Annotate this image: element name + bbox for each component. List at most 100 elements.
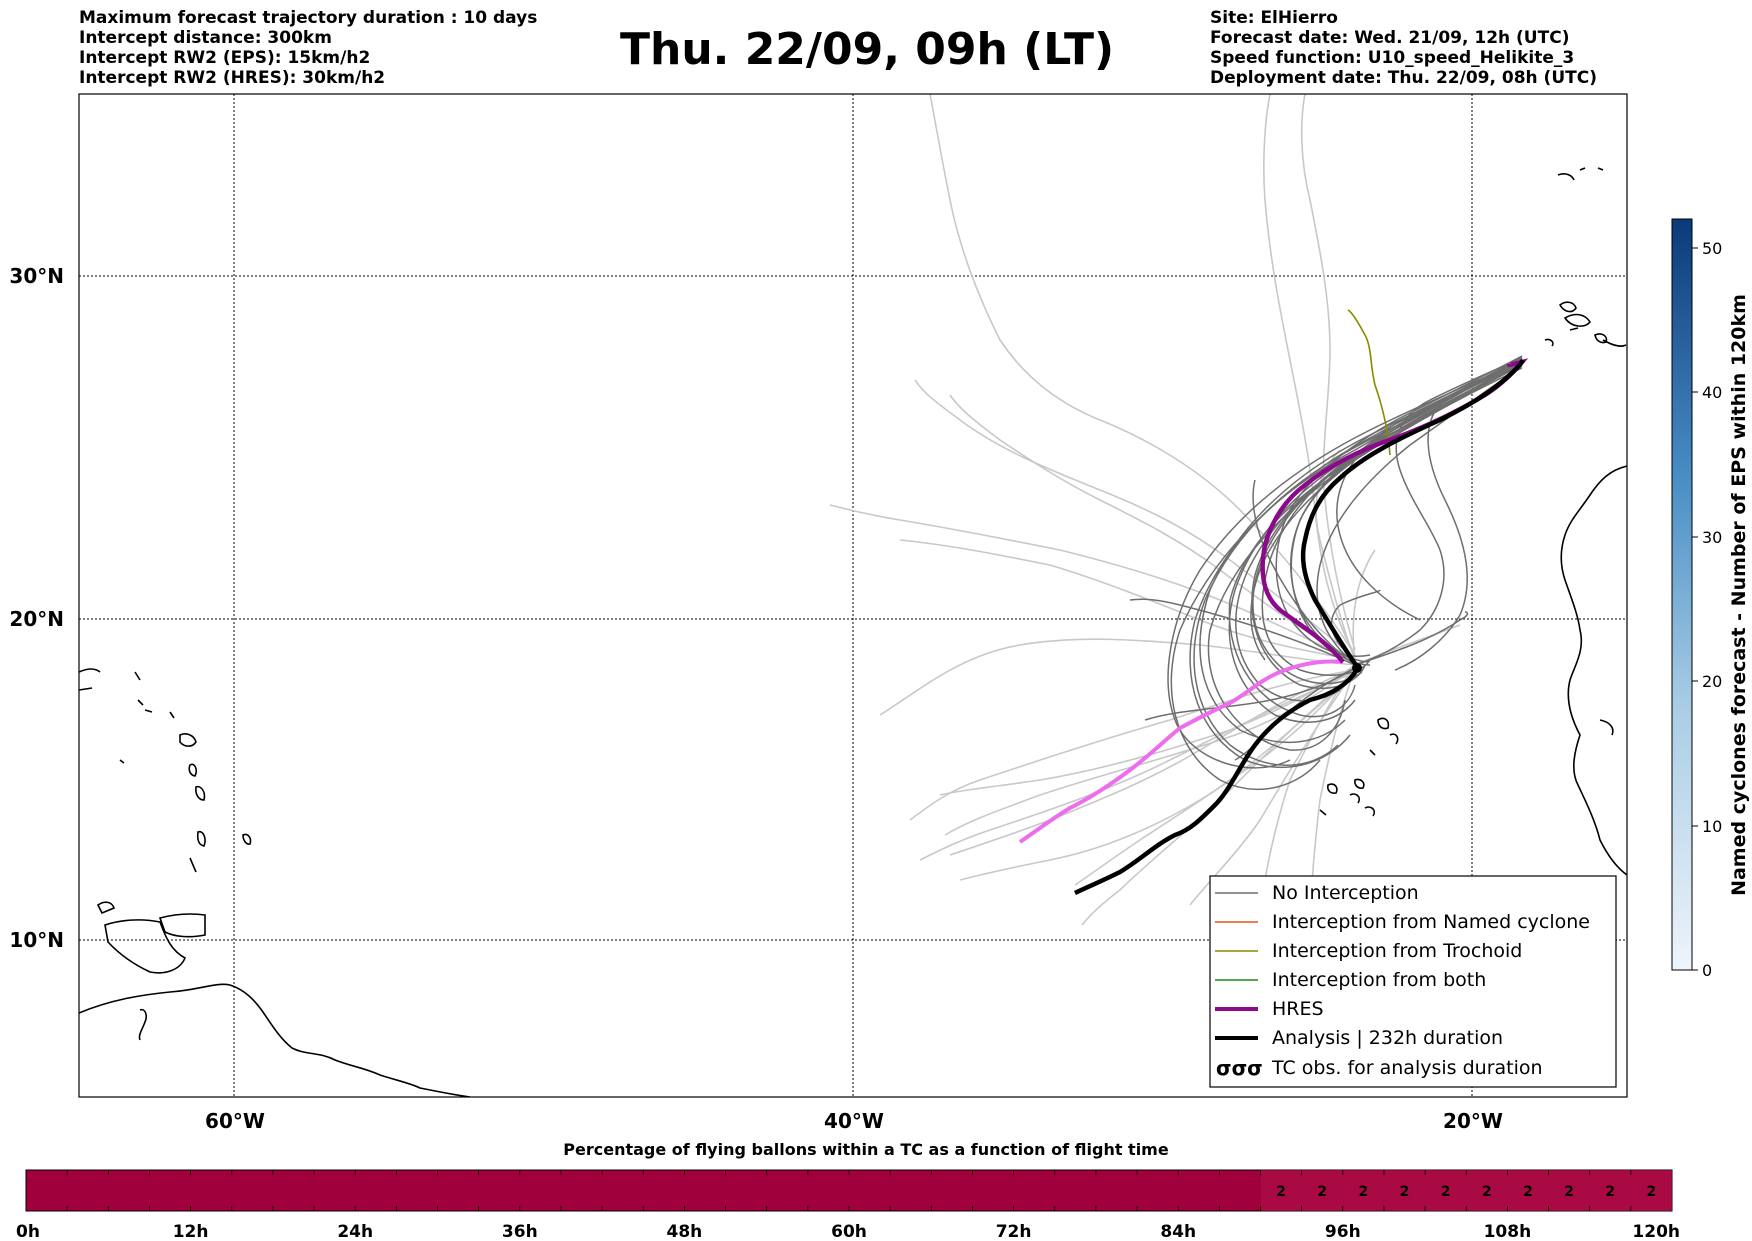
island-antilles-5 (144, 709, 153, 713)
header-left-line-2: Intercept distance: 300km (79, 28, 332, 48)
island-la-gomera (1544, 338, 1554, 347)
legend-label-named-cyclone: Interception from Named cyclone (1272, 911, 1590, 933)
lon-label-60w: 60°W (205, 1109, 265, 1133)
timebar-minor-ticks (66, 1170, 1632, 1211)
trajectory-light (829, 504, 1356, 663)
timebar-cell-value: 2 (1564, 1184, 1574, 1200)
timebar-tick-label: 36h (502, 1222, 538, 1241)
axis-labels: 30°N 20°N 10°N 60°W 40°W 20°W (9, 264, 1503, 1133)
trajectory-no-interception (1289, 356, 1523, 663)
legend-label-analysis: Analysis | 232h duration (1272, 1027, 1503, 1049)
island-fogo (1319, 809, 1327, 816)
timebar-tick-label: 24h (337, 1222, 373, 1241)
colorbar-tick-30: 30 (1702, 528, 1722, 547)
trajectory-no-interception (1167, 359, 1523, 769)
timebar-cell-value: 2 (1276, 1184, 1286, 1200)
island-porto-santo (1579, 167, 1586, 171)
trajectory-no-interception (1252, 479, 1356, 666)
timebar-tick-label: 96h (1325, 1222, 1361, 1241)
colorbar-tick-50: 50 (1702, 239, 1722, 258)
map-frame (78, 93, 1628, 1098)
trajectory-no-interception (1144, 667, 1356, 721)
timebar-tick-label: 108h (1484, 1222, 1532, 1241)
island-antilles-7 (119, 759, 125, 764)
colorbar-tick-20: 20 (1702, 672, 1722, 691)
header-right-line-3: Speed function: U10_speed_Helikite_3 (1210, 48, 1575, 68)
island-santiago (1364, 806, 1376, 817)
island-el-hierro (1569, 327, 1579, 331)
island-st-vincent (189, 857, 197, 873)
trajectory-light (949, 394, 1356, 661)
timebar-tick-label: 72h (996, 1222, 1032, 1241)
hres-trajectory-light (1018, 659, 1344, 844)
trajectory-no-interception (1199, 359, 1523, 743)
island-guadeloupe (179, 733, 197, 747)
header-left-line-1: Maximum forecast trajectory duration : 1… (79, 8, 538, 28)
trajectory-light (939, 664, 1356, 796)
page-title: Thu. 22/09, 09h (LT) (620, 24, 1115, 75)
trajectory-light (919, 671, 1356, 861)
island-antilles-2 (79, 687, 93, 691)
timebar-cell-value: 2 (1359, 1184, 1369, 1200)
legend: No Interception Interception from Named … (1209, 875, 1617, 1088)
legend-swatch-tc-obs: σσσ (1216, 1056, 1263, 1080)
island-martinique (195, 785, 206, 801)
island-sal (1327, 783, 1338, 794)
map-content (79, 94, 1627, 1097)
trajectory-trochoid (1347, 309, 1391, 456)
timebar-cell-value: 2 (1400, 1184, 1410, 1200)
trajectory-no-interception (1207, 367, 1523, 751)
legend-box (1209, 875, 1617, 1088)
colorbar: 0 10 20 30 40 50 Named cyclones forecast… (1671, 218, 1750, 980)
island-desertas (1597, 167, 1604, 171)
trajectory-no-interception (1193, 359, 1523, 766)
legend-label-both: Interception from both (1272, 969, 1486, 991)
lat-label-30n: 30°N (9, 264, 64, 288)
timebar-cell-value: 2 (1441, 1184, 1451, 1200)
trajectory-no-interception (1252, 358, 1523, 685)
timebar-cell-value: 2 (1317, 1184, 1327, 1200)
legend-label-trochoid: Interception from Trochoid (1272, 940, 1522, 962)
timebar-tick-label: 12h (173, 1222, 209, 1241)
timebar-tick-label: 120h (1632, 1222, 1680, 1241)
island-sao-vicente (1389, 733, 1399, 745)
colorbar-tick-10: 10 (1702, 817, 1722, 836)
trajectory-no-interception (1275, 355, 1523, 657)
graticule (79, 94, 1627, 1097)
island-antilles-1 (79, 668, 101, 673)
timebar-tick-label: 48h (667, 1222, 703, 1241)
island-antilles-3 (134, 671, 141, 681)
legend-label-hres: HRES (1272, 998, 1324, 1020)
timebar-highlight-segment (1261, 1170, 1672, 1211)
header-left-line-4: Intercept RW2 (HRES): 30km/h2 (79, 68, 386, 88)
trinidad-coast (158, 913, 206, 938)
timebar-cell-value: 2 (1482, 1184, 1492, 1200)
trajectory-light (914, 379, 1356, 659)
timebar-cell-values: 2 2 2 2 2 2 2 2 2 2 (1276, 1184, 1656, 1200)
ensemble-trajectories-no-interception (1129, 355, 1523, 790)
island-boa-vista (1349, 793, 1361, 804)
trajectory-light (1300, 94, 1356, 651)
island-antilles-4 (137, 699, 144, 706)
island-santa-luzia (1369, 749, 1376, 756)
timebar-tick-label: 60h (831, 1222, 867, 1241)
colorbar-tick-40: 40 (1702, 383, 1722, 402)
trajectory-no-interception (1129, 598, 1356, 666)
colorbar-label: Named cyclones forecast - Number of EPS … (1728, 294, 1750, 896)
trajectory-no-interception (1330, 589, 1381, 661)
colorbar-tick-0: 0 (1702, 961, 1712, 980)
coastlines (79, 167, 1627, 1097)
analysis-trajectory-south (1073, 666, 1360, 896)
coast-bay (138, 1008, 147, 1041)
trajectory-no-interception (1354, 611, 1469, 666)
trajectory-light (899, 539, 1356, 661)
timebar-tick-label: 0h (16, 1222, 40, 1241)
island-barbados (242, 833, 252, 845)
island-dominica (188, 763, 197, 777)
island-santo-antao (1377, 717, 1390, 730)
header-right-line-4: Deployment date: Thu. 22/09, 08h (UTC) (1210, 68, 1597, 88)
trajectory-light (929, 94, 1356, 656)
trajectory-light (949, 667, 1356, 856)
deployment-point (1352, 663, 1362, 673)
